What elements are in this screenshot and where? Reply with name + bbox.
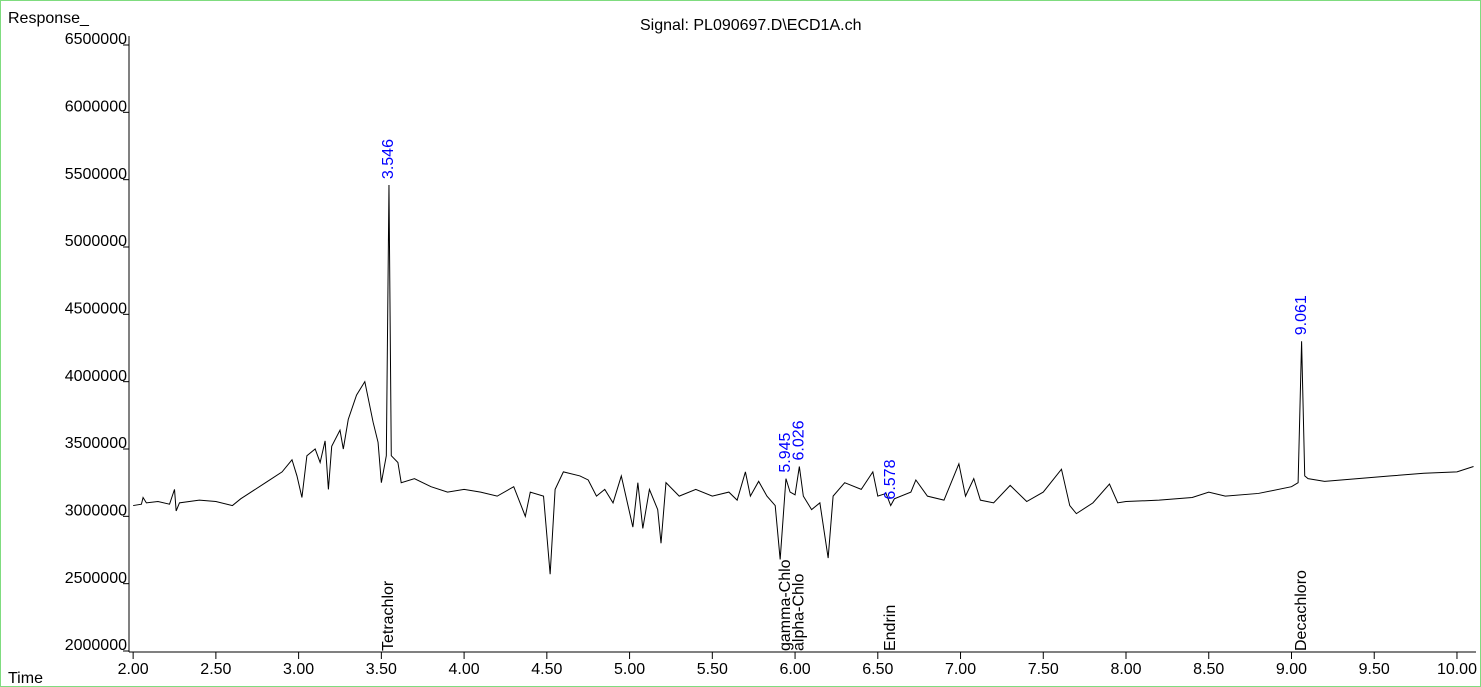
peak-time-label: 3.546 xyxy=(380,139,397,179)
compound-label: Decachloro xyxy=(1293,570,1310,651)
y-tick-label: 6000000 xyxy=(65,99,127,116)
x-tick-label: 2.50 xyxy=(200,661,231,678)
y-tick-label: 4500000 xyxy=(65,301,127,318)
compound-label: Endrin xyxy=(882,605,899,651)
compound-label: Tetrachlor xyxy=(380,580,397,651)
chart-title: Signal: PL090697.D\ECD1A.ch xyxy=(640,17,861,34)
x-tick-label: 2.00 xyxy=(118,661,149,678)
peak-time-label: 6.026 xyxy=(791,420,808,460)
y-tick-label: 6500000 xyxy=(65,31,127,48)
y-tick-label: 2000000 xyxy=(65,637,127,654)
x-tick-label: 6.50 xyxy=(862,661,893,678)
signal-line xyxy=(133,185,1474,575)
y-axis-label: Response_ xyxy=(8,10,90,27)
y-tick-label: 5500000 xyxy=(65,166,127,183)
y-tick-label: 2500000 xyxy=(65,570,127,587)
x-tick-label: 4.00 xyxy=(449,661,480,678)
x-tick-label: 7.00 xyxy=(945,661,976,678)
x-tick-label: 3.00 xyxy=(283,661,314,678)
compound-label: gamma-Chlo xyxy=(777,559,794,651)
x-tick-label: 9.00 xyxy=(1276,661,1307,678)
y-tick-label: 3000000 xyxy=(65,503,127,520)
x-tick-label: 10.00 xyxy=(1437,661,1477,678)
x-axis-label: Time xyxy=(8,670,43,687)
y-tick-label: 3500000 xyxy=(65,435,127,452)
x-tick-label: 5.50 xyxy=(697,661,728,678)
x-tick-label: 7.50 xyxy=(1028,661,1059,678)
x-tick-label: 8.50 xyxy=(1193,661,1224,678)
peak-time-label: 6.578 xyxy=(882,459,899,499)
peak-time-label: 5.945 xyxy=(777,432,794,472)
x-tick-label: 9.50 xyxy=(1359,661,1390,678)
x-tick-label: 4.50 xyxy=(531,661,562,678)
compound-label: alpha-Chlo xyxy=(791,574,808,651)
peak-time-label: 9.061 xyxy=(1293,295,1310,335)
x-tick-label: 6.00 xyxy=(779,661,810,678)
x-tick-label: 3.50 xyxy=(366,661,397,678)
x-tick-label: 5.00 xyxy=(614,661,645,678)
x-tick-label: 8.00 xyxy=(1110,661,1141,678)
y-tick-label: 4000000 xyxy=(65,368,127,385)
y-tick-label: 5000000 xyxy=(65,233,127,250)
